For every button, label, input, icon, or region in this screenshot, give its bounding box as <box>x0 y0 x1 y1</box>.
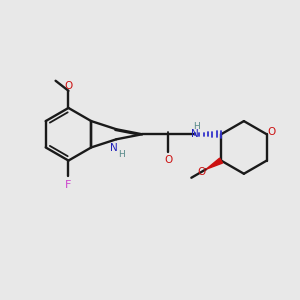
Text: O: O <box>164 155 172 165</box>
Text: N: N <box>191 129 199 139</box>
Text: O: O <box>64 82 73 92</box>
Text: H: H <box>118 150 125 159</box>
Text: H: H <box>193 122 200 131</box>
Polygon shape <box>206 158 223 169</box>
Text: O: O <box>197 167 206 177</box>
Text: N: N <box>110 143 118 153</box>
Text: O: O <box>268 127 276 137</box>
Text: F: F <box>65 180 72 190</box>
